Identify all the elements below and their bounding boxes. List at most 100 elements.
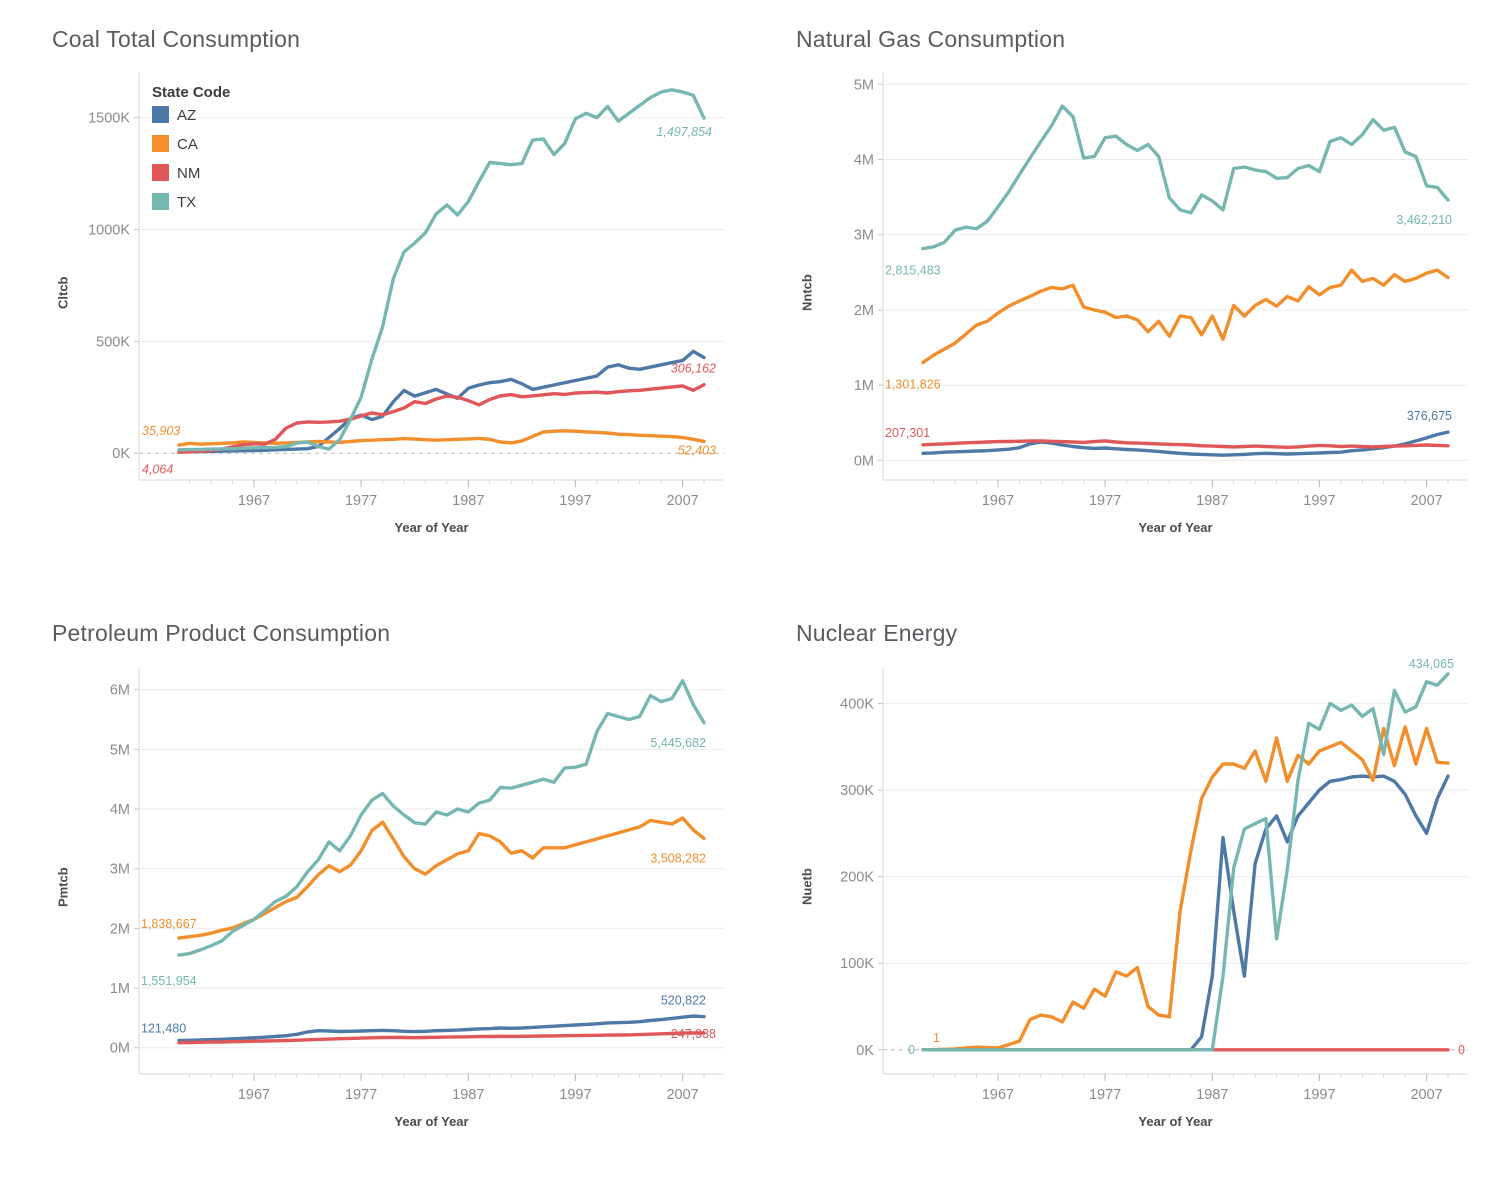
y-axis-title: Nuetb	[799, 868, 815, 905]
plot-area[interactable]: 0M 1M 2M 3M 4M 5M 6M 1967 1977 1987 1997 2007 1,838,…	[74, 659, 744, 1114]
x-tick-label: 2007	[666, 493, 698, 509]
chart-nuclear-energy: Nuclear Energy Nuetb 0K 100K 200K 300K 400K 1…	[744, 594, 1489, 1189]
chart-svg: 0K 500K 1000K 1500K 1967 1977 1987 1997 2007 35,9…	[88, 73, 724, 509]
y-tick-label: 2M	[854, 303, 874, 319]
chart-title: Natural Gas Consumption	[796, 26, 1066, 52]
value-annotation: 306,162	[671, 362, 716, 376]
x-tick-label: 1967	[238, 1087, 270, 1103]
value-annotation: 4,064	[142, 462, 173, 476]
value-annotation: 2,815,483	[885, 264, 941, 278]
chart-body: Nntcb 0M 1M 2M 3M 4M 5M 1967 1977 1987 1997 2007 2,…	[796, 65, 1489, 520]
y-tick-label: 1M	[110, 981, 130, 997]
series-line-TX[interactable]	[921, 672, 1450, 1052]
series-line-AZ[interactable]	[921, 774, 1450, 1052]
x-tick-label: 1997	[559, 1087, 591, 1103]
series-line-NM[interactable]	[921, 439, 1450, 449]
chart-title: Coal Total Consumption	[52, 26, 301, 52]
value-annotation: 1,551,954	[141, 974, 197, 988]
chart-svg: 0M 1M 2M 3M 4M 5M 1967 1977 1987 1997 2007 2,815,48…	[854, 73, 1468, 509]
y-tick-label: 1000K	[88, 223, 130, 239]
x-tick-label: 1977	[345, 1087, 377, 1103]
legend-swatch-TX[interactable]	[152, 193, 169, 210]
value-annotation: 0	[1458, 1043, 1465, 1057]
series-line-AZ[interactable]	[177, 349, 706, 454]
value-annotation: 0	[908, 1043, 915, 1057]
y-tick-label: 100K	[840, 956, 874, 972]
y-tick-label: 0K	[856, 1043, 874, 1059]
x-tick-label: 1987	[452, 493, 484, 509]
y-tick-label: 4M	[854, 153, 874, 169]
value-annotation: 3,462,210	[1396, 213, 1452, 227]
y-tick-label: 4M	[110, 802, 130, 818]
chart-svg: 0M 1M 2M 3M 4M 5M 6M 1967 1977 1987 1997 2007 1,838,…	[110, 667, 724, 1103]
value-annotation: 1	[933, 1031, 940, 1045]
x-tick-label: 1997	[559, 493, 591, 509]
y-tick-label: 400K	[840, 696, 874, 712]
legend-title: State Code	[152, 84, 230, 101]
x-tick-label: 2007	[666, 1087, 698, 1103]
series-line-NM[interactable]	[177, 383, 706, 454]
x-tick-label: 2007	[1410, 1087, 1442, 1103]
chart-body: Nuetb 0K 100K 200K 300K 400K 1967 1977 1987 1997…	[796, 657, 1489, 1114]
value-annotation: 3,508,282	[650, 851, 706, 865]
x-tick-label: 1967	[982, 493, 1014, 509]
value-annotation: 207,301	[885, 426, 930, 440]
legend-label-AZ[interactable]: AZ	[177, 107, 196, 124]
y-tick-label: 2M	[110, 921, 130, 937]
x-axis-title: Year of Year	[394, 520, 469, 535]
series-line-AZ[interactable]	[921, 430, 1450, 457]
y-tick-label: 1500K	[88, 111, 130, 127]
series-line-TX[interactable]	[921, 104, 1450, 251]
legend-swatch-NM[interactable]	[152, 164, 169, 181]
plot-area[interactable]: 0K 100K 200K 300K 400K 1967 1977 1987 1997 2007 1 0…	[818, 657, 1488, 1114]
y-tick-label: 5M	[854, 77, 874, 93]
plot-area[interactable]: 0K 500K 1000K 1500K 1967 1977 1987 1997 2007 35,9…	[74, 65, 744, 520]
x-tick-label: 1987	[452, 1087, 484, 1103]
series-line-AZ[interactable]	[177, 1014, 706, 1043]
x-tick-label: 1977	[1089, 1087, 1121, 1103]
series-line-CA[interactable]	[177, 816, 706, 940]
x-tick-label: 1987	[1196, 1087, 1228, 1103]
x-tick-label: 1987	[1196, 493, 1228, 509]
value-annotation: 5,445,682	[650, 736, 706, 750]
y-tick-label: 200K	[840, 870, 874, 886]
legend-label-NM[interactable]: NM	[177, 165, 200, 182]
legend-swatch-AZ[interactable]	[152, 106, 169, 123]
chart-petroleum-product-consumption: Petroleum Product Consumption Pmtcb 0M 1M…	[0, 594, 744, 1189]
value-annotation: 247,338	[671, 1027, 716, 1041]
chart-svg: 0K 100K 200K 300K 400K 1967 1977 1987 1997 2007 1 0…	[840, 657, 1468, 1103]
y-tick-label: 6M	[110, 683, 130, 699]
chart-title: Nuclear Energy	[796, 620, 958, 646]
chart-coal-total-consumption: Coal Total Consumption Cltcb 0K 500K 1000K…	[0, 0, 744, 594]
y-tick-label: 300K	[840, 783, 874, 799]
y-axis-title: Pmtcb	[55, 866, 71, 907]
legend-label-TX[interactable]: TX	[177, 194, 196, 211]
value-annotation: 1,497,854	[656, 125, 712, 139]
x-tick-label: 1967	[238, 493, 270, 509]
value-annotation: 520,822	[661, 994, 706, 1008]
value-annotation: 1,838,667	[141, 917, 197, 931]
value-annotation: 376,675	[1407, 409, 1452, 423]
legend-label-CA[interactable]: CA	[177, 136, 198, 153]
value-annotation: 121,480	[141, 1022, 186, 1036]
y-tick-label: 0M	[854, 453, 874, 469]
value-annotation: 434,065	[1409, 659, 1454, 671]
y-tick-label: 500K	[96, 334, 130, 350]
series-line-TX[interactable]	[177, 88, 706, 452]
value-annotation: 52,403	[678, 443, 716, 457]
x-axis-title: Year of Year	[394, 1114, 469, 1129]
series-line-NM[interactable]	[177, 1031, 706, 1045]
legend-swatch-CA[interactable]	[152, 135, 169, 152]
series-line-CA[interactable]	[921, 268, 1450, 365]
series-line-CA[interactable]	[921, 725, 1450, 1052]
plot-area[interactable]: 0M 1M 2M 3M 4M 5M 1967 1977 1987 1997 2007 2,815,48…	[818, 65, 1488, 520]
series-line-TX[interactable]	[177, 679, 706, 957]
y-tick-label: 1M	[854, 378, 874, 394]
y-tick-label: 0K	[112, 446, 130, 462]
x-tick-label: 1977	[345, 493, 377, 509]
value-annotation: 1,301,826	[885, 378, 941, 392]
chart-title: Petroleum Product Consumption	[52, 620, 391, 646]
y-tick-label: 3M	[854, 228, 874, 244]
y-tick-label: 0M	[110, 1041, 130, 1057]
